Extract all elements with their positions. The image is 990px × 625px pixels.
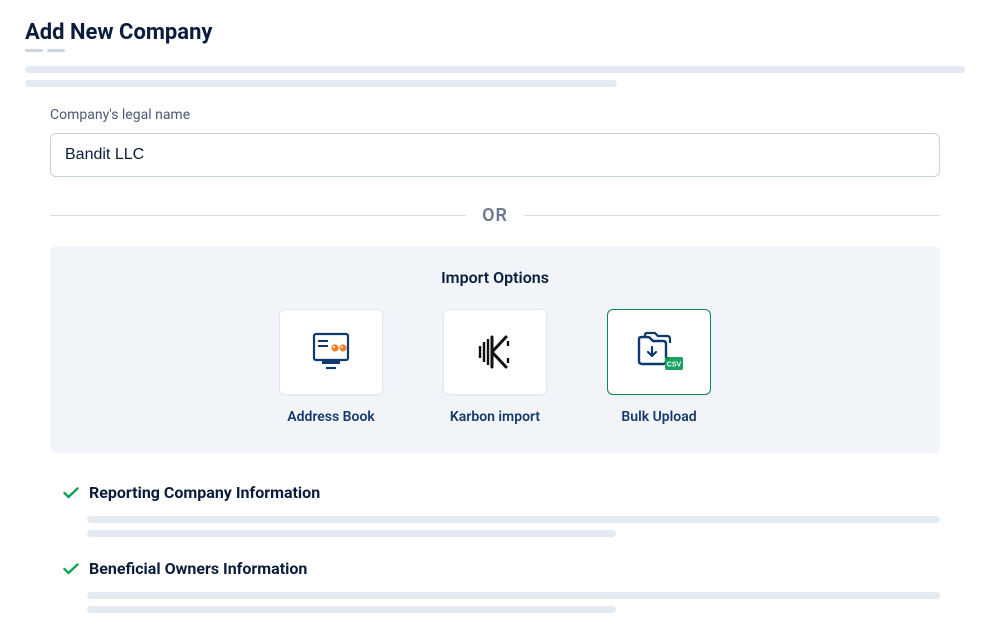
karbon-label: Karbon import xyxy=(450,409,540,425)
title-underline xyxy=(25,49,965,52)
check-icon xyxy=(63,563,79,575)
import-panel: Import Options Address Book xyxy=(50,246,940,453)
bulk-upload-label: Bulk Upload xyxy=(621,409,696,425)
address-book-label: Address Book xyxy=(287,409,375,425)
reporting-section: Reporting Company Information xyxy=(63,483,940,537)
legal-name-field-group: Company's legal name xyxy=(50,107,940,177)
svg-text:CSV: CSV xyxy=(667,362,682,369)
address-book-icon xyxy=(306,330,356,374)
or-text: OR xyxy=(466,205,524,226)
import-option-karbon[interactable]: Karbon import xyxy=(443,309,547,425)
legal-name-input[interactable] xyxy=(50,133,940,177)
import-title: Import Options xyxy=(70,268,920,287)
beneficial-section-title: Beneficial Owners Information xyxy=(89,559,307,578)
reporting-section-title: Reporting Company Information xyxy=(89,483,320,502)
page-title: Add New Company xyxy=(25,20,965,45)
address-book-card xyxy=(279,309,383,395)
check-icon xyxy=(63,487,79,499)
import-option-bulk-upload[interactable]: CSV Bulk Upload xyxy=(607,309,711,425)
beneficial-section-header[interactable]: Beneficial Owners Information xyxy=(63,559,940,578)
or-divider: OR xyxy=(50,205,940,226)
bulk-upload-icon: CSV xyxy=(631,329,687,375)
legal-name-label: Company's legal name xyxy=(50,107,940,123)
import-options: Address Book Karbon import xyxy=(70,309,920,425)
import-option-address-book[interactable]: Address Book xyxy=(279,309,383,425)
beneficial-section: Beneficial Owners Information xyxy=(63,559,940,613)
header-skeleton xyxy=(25,66,965,87)
karbon-card xyxy=(443,309,547,395)
bulk-upload-card: CSV xyxy=(607,309,711,395)
karbon-icon xyxy=(474,331,516,373)
beneficial-skeleton xyxy=(63,592,940,613)
reporting-section-header[interactable]: Reporting Company Information xyxy=(63,483,940,502)
reporting-skeleton xyxy=(63,516,940,537)
